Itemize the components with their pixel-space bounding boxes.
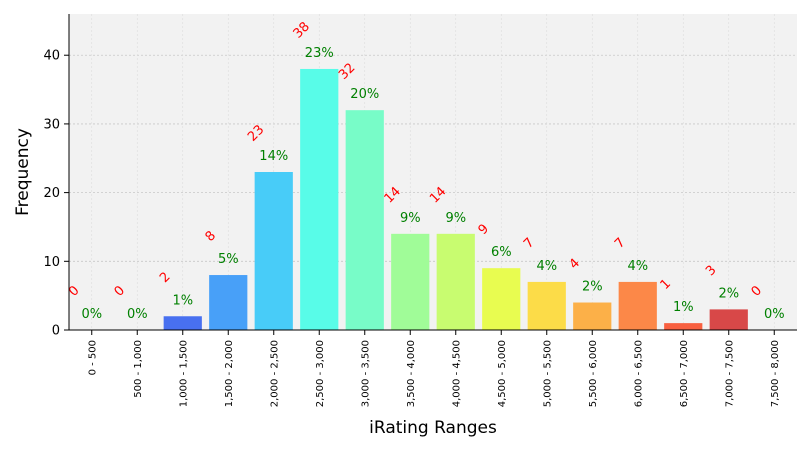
percent-label: 6% [491, 245, 512, 260]
percent-label: 0% [764, 307, 785, 322]
y-tick-label: 20 [43, 186, 60, 201]
x-tick-label: 4,500 - 5,000 [497, 340, 508, 407]
bar [436, 233, 475, 330]
bars [163, 68, 748, 331]
bar [618, 281, 657, 330]
y-tick-label: 30 [43, 117, 60, 132]
x-tick-label: 4,000 - 4,500 [451, 340, 462, 407]
y-tick-label: 10 [43, 255, 60, 270]
x-tick-label: 7,000 - 7,500 [724, 340, 735, 407]
percent-label: 2% [718, 286, 739, 301]
y-ticks: 0 10 20 30 40 [43, 49, 69, 339]
percent-label: 1% [172, 293, 193, 308]
x-axis-title: iRating Ranges [369, 418, 497, 438]
x-tick-label: 6,500 - 7,000 [679, 340, 690, 407]
x-ticks: 0 - 500 500 - 1,000 1,000 - 1,500 1,500 - 2… [87, 330, 781, 407]
percent-label: 9% [445, 211, 466, 226]
x-tick-label: 6,000 - 6,500 [633, 340, 644, 407]
bar [391, 233, 430, 330]
x-tick-label: 5,500 - 6,000 [588, 340, 599, 407]
y-tick-label: 0 [52, 324, 60, 339]
bar [573, 302, 612, 330]
x-tick-label: 1,500 - 2,000 [224, 340, 235, 407]
axes [68, 14, 797, 331]
x-tick-label: 5,000 - 5,500 [542, 340, 553, 407]
percent-label: 5% [218, 252, 239, 267]
bar [527, 281, 566, 330]
x-tick-label: 2,000 - 2,500 [269, 340, 280, 407]
y-tick-label: 40 [43, 49, 60, 64]
plot-area-background [69, 14, 797, 330]
x-tick-label: 3,500 - 4,000 [406, 340, 417, 407]
percent-label: 0% [81, 307, 102, 322]
percent-label: 23% [305, 46, 334, 61]
bar [664, 323, 703, 330]
x-tick-label: 2,500 - 3,000 [315, 340, 326, 407]
x-tick-label: 1,000 - 1,500 [178, 340, 189, 407]
bar [345, 110, 384, 330]
y-axis-title: Frequency [13, 128, 33, 216]
x-tick-label: 500 - 1,000 [133, 340, 144, 398]
x-tick-label: 3,000 - 3,500 [360, 340, 371, 407]
bar [709, 309, 748, 330]
percent-label: 0% [127, 307, 148, 322]
bar [254, 172, 293, 330]
x-tick-label: 0 - 500 [87, 340, 98, 375]
bar [163, 316, 202, 330]
x-tick-label: 7,500 - 8,000 [770, 340, 781, 407]
percent-label: 4% [627, 259, 648, 274]
percent-label: 14% [259, 149, 288, 164]
bar [209, 275, 248, 330]
percent-label: 4% [536, 259, 557, 274]
bar [482, 268, 521, 330]
percent-label: 20% [350, 87, 379, 102]
percent-label: 2% [582, 280, 603, 295]
percent-label: 1% [673, 300, 694, 315]
grid-lines [69, 14, 797, 330]
bar [300, 68, 339, 331]
percent-label: 9% [400, 211, 421, 226]
